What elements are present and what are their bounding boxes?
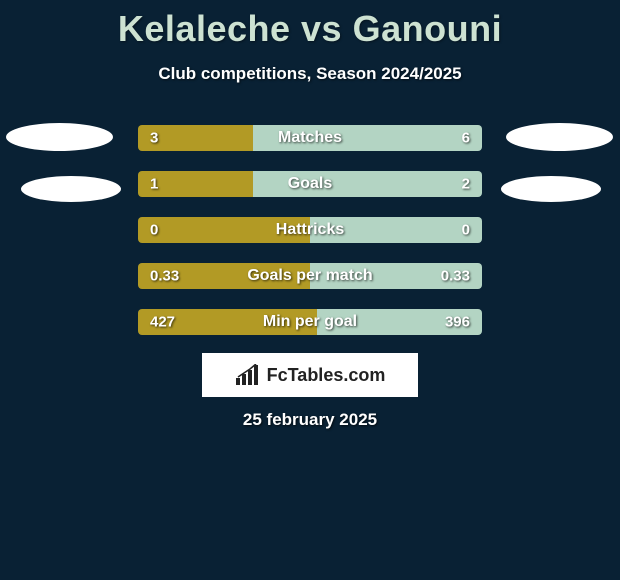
- page-title: Kelaleche vs Ganouni: [0, 0, 620, 50]
- subtitle: Club competitions, Season 2024/2025: [0, 64, 620, 84]
- player2-avatar-2: [501, 176, 601, 202]
- bar-value-right: 2: [462, 176, 470, 193]
- bar-row-matches: 3 Matches 6: [138, 125, 482, 151]
- bar-value-right: 6: [462, 130, 470, 147]
- bar-label: Goals: [288, 175, 332, 193]
- bar-value-right: 0: [462, 222, 470, 239]
- bar-value-left: 427: [150, 314, 175, 331]
- player1-avatar-2: [21, 176, 121, 202]
- player1-name: Kelaleche: [118, 8, 291, 49]
- bar-label: Min per goal: [263, 313, 357, 331]
- logo-text: FcTables.com: [267, 365, 386, 386]
- bar-label: Matches: [278, 129, 342, 147]
- player1-avatar-1: [6, 123, 113, 151]
- fctables-logo: FcTables.com: [202, 353, 418, 397]
- bar-value-left: 1: [150, 176, 158, 193]
- bar-label: Goals per match: [247, 267, 372, 285]
- bar-row-min-per-goal: 427 Min per goal 396: [138, 309, 482, 335]
- bar-value-left: 3: [150, 130, 158, 147]
- bar-row-goals-per-match: 0.33 Goals per match 0.33: [138, 263, 482, 289]
- player2-name: Ganouni: [353, 8, 503, 49]
- bar-value-right: 396: [445, 314, 470, 331]
- player2-avatar-1: [506, 123, 613, 151]
- bars-icon: [235, 364, 261, 386]
- bar-value-right: 0.33: [441, 268, 470, 285]
- comparison-bars: 3 Matches 6 1 Goals 2 0 Hattricks 0 0.33…: [138, 125, 482, 355]
- date-text: 25 february 2025: [243, 410, 377, 430]
- bar-row-goals: 1 Goals 2: [138, 171, 482, 197]
- vs-text: vs: [301, 8, 342, 49]
- bar-label: Hattricks: [276, 221, 344, 239]
- bar-value-left: 0.33: [150, 268, 179, 285]
- bar-row-hattricks: 0 Hattricks 0: [138, 217, 482, 243]
- bar-value-left: 0: [150, 222, 158, 239]
